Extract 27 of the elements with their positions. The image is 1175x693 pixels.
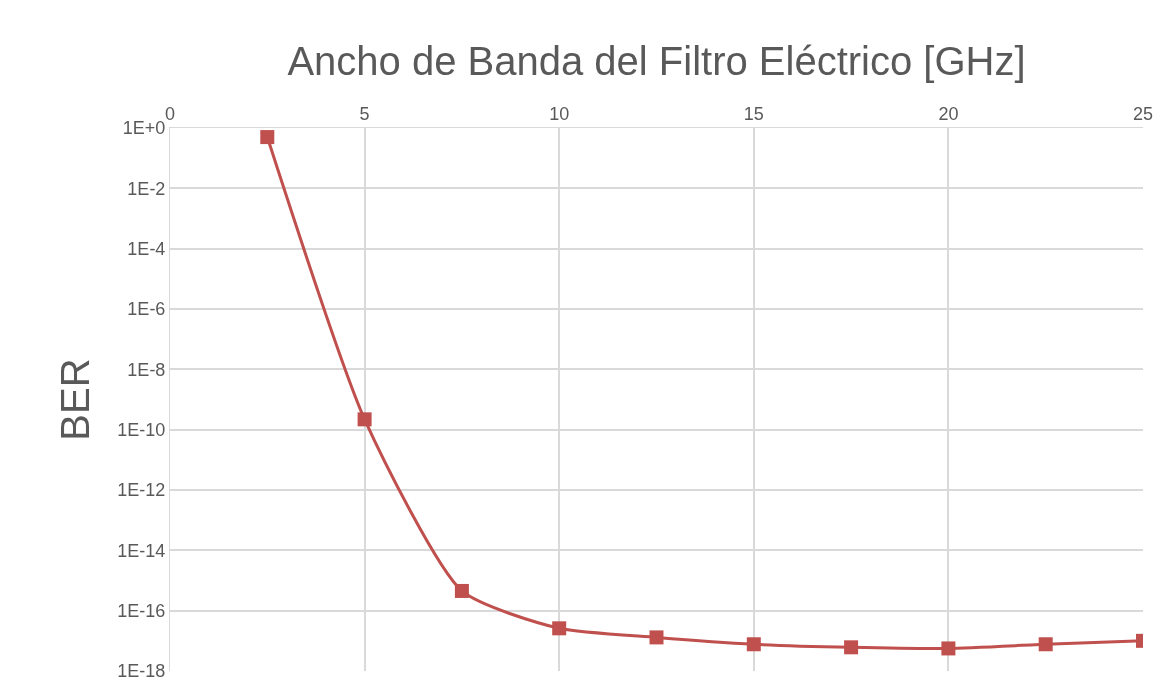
x-tick-label: 20 <box>938 103 959 124</box>
y-axis-title: BER <box>52 358 97 441</box>
y-tick-label: 1E-14 <box>117 540 166 561</box>
point <box>260 130 275 145</box>
y-tick-label: 1E-6 <box>127 299 166 320</box>
point <box>746 637 761 652</box>
point <box>649 630 664 645</box>
y-tick-label: 1E-10 <box>117 419 166 440</box>
point <box>1038 637 1053 652</box>
point <box>941 641 956 656</box>
x-axis-title: Ancho de Banda del Filtro Eléctrico [GHz] <box>287 39 1026 84</box>
x-tick-label: 5 <box>359 103 370 124</box>
y-tick-label: 1E-18 <box>117 661 166 682</box>
y-tick-label: 1E-2 <box>127 178 166 199</box>
x-tick-label: 15 <box>743 103 764 124</box>
y-tick-label: 1E-12 <box>117 480 166 501</box>
point <box>552 621 567 636</box>
x-tick-label: 10 <box>549 103 570 124</box>
x-tick-label: 25 <box>1132 103 1154 124</box>
point <box>357 412 372 427</box>
point <box>454 583 469 598</box>
y-tick-label: 1E-16 <box>117 600 166 621</box>
y-tick-label: 1E+0 <box>122 118 166 139</box>
y-tick-label: 1E-8 <box>127 359 166 380</box>
y-tick-label: 1E-4 <box>127 238 166 259</box>
x-tick-label: 0 <box>164 103 176 124</box>
point <box>844 640 859 655</box>
